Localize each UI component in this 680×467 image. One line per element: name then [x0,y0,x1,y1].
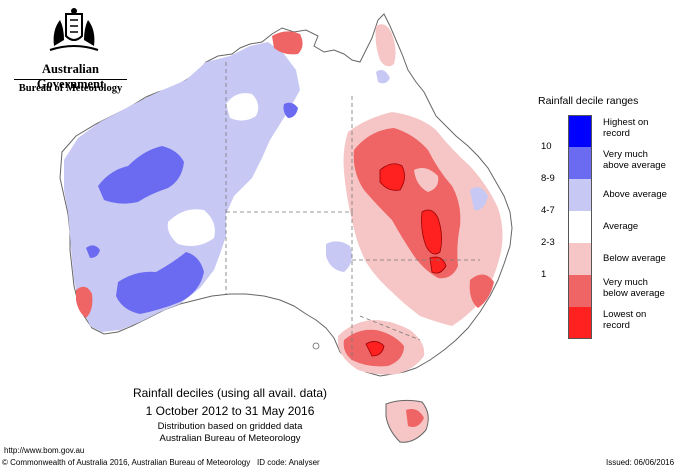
qld-lowest-1 [379,163,405,191]
tasmania-very-much-below [406,409,424,427]
legend-row: 10 Very much above average [533,141,673,179]
rainfall-deciles-map [59,13,513,443]
legend-label: Lowest on record [603,309,647,331]
top-end-below [272,31,303,55]
legend: Highest on record 10 Very much above avera… [533,115,673,339]
vic-lowest [365,341,385,357]
legend-swatch [568,307,592,339]
wa-very-much-above-4 [86,245,100,258]
legend-row: 8-9 Above average [533,173,673,211]
map-note-gridded: Distribution based on gridded data [157,421,303,432]
legend-range: 2-3 [541,237,555,248]
nsw-coast-below [469,274,494,308]
cape-york-below [375,24,396,67]
sa-above-average [326,241,352,272]
legend-label: Above average [603,189,667,200]
bom-url-link[interactable]: http://www.bom.gov.au [4,446,85,455]
gulf-above-average [376,70,390,84]
qld-lowest-3 [429,256,447,274]
legend-range: 10 [541,141,552,152]
legend-label: Below average [603,253,666,264]
legend-row: 1 Very much below average [533,269,673,307]
qld-lowest-2 [421,209,442,255]
wa-very-much-above-1 [98,146,184,204]
kimberley-average [226,93,259,121]
legend-label: Average [603,221,639,232]
map-note-bureau: Australian Bureau of Meteorology [159,433,301,444]
legend-swatch [568,275,592,307]
nsw-above-average [470,187,488,211]
legend-swatch [568,243,592,275]
issued-date: Issued: 06/06/2016 [606,458,675,467]
legend-swatch [568,179,592,211]
legend-row: Lowest on record [533,307,673,339]
legend-swatch [568,211,592,243]
legend-row: Highest on record [533,115,673,147]
legend-row: 2-3 Below average [533,237,673,275]
legend-range: 8-9 [541,173,555,184]
state-borders [225,62,480,360]
legend-label: Very much below average [603,277,665,299]
coat-of-arms-icon [49,8,99,51]
legend-title: Rainfall decile ranges [538,95,639,107]
government-title: Australian Government [36,62,105,91]
copyright-text: © Commonwealth of Australia 2016, Austra… [2,458,251,467]
qld-average-gap [414,168,439,192]
legend-swatch [568,115,592,147]
wa-very-much-above-2 [116,252,204,314]
bom-logo: Australian Government Bureau of Meteorol… [8,6,133,96]
wa-sw-below [76,286,93,318]
wa-very-much-above-3 [283,102,298,118]
legend-label: Highest on record [603,117,649,139]
id-code-text: ID code: Analyser [257,458,320,467]
legend-range: 4-7 [541,205,555,216]
legend-label: Very much above average [603,149,666,171]
bureau-title: Bureau of Meteorology [18,83,123,94]
legend-swatch [568,147,592,179]
logo-divider [14,79,127,80]
kangaroo-island [312,342,320,350]
map-title: Rainfall deciles (using all avail. data) [132,386,328,400]
central-average [167,209,215,246]
map-period: 1 October 2012 to 31 May 2016 [145,404,315,418]
legend-row: 4-7 Average [533,205,673,243]
legend-range: 1 [541,269,547,280]
